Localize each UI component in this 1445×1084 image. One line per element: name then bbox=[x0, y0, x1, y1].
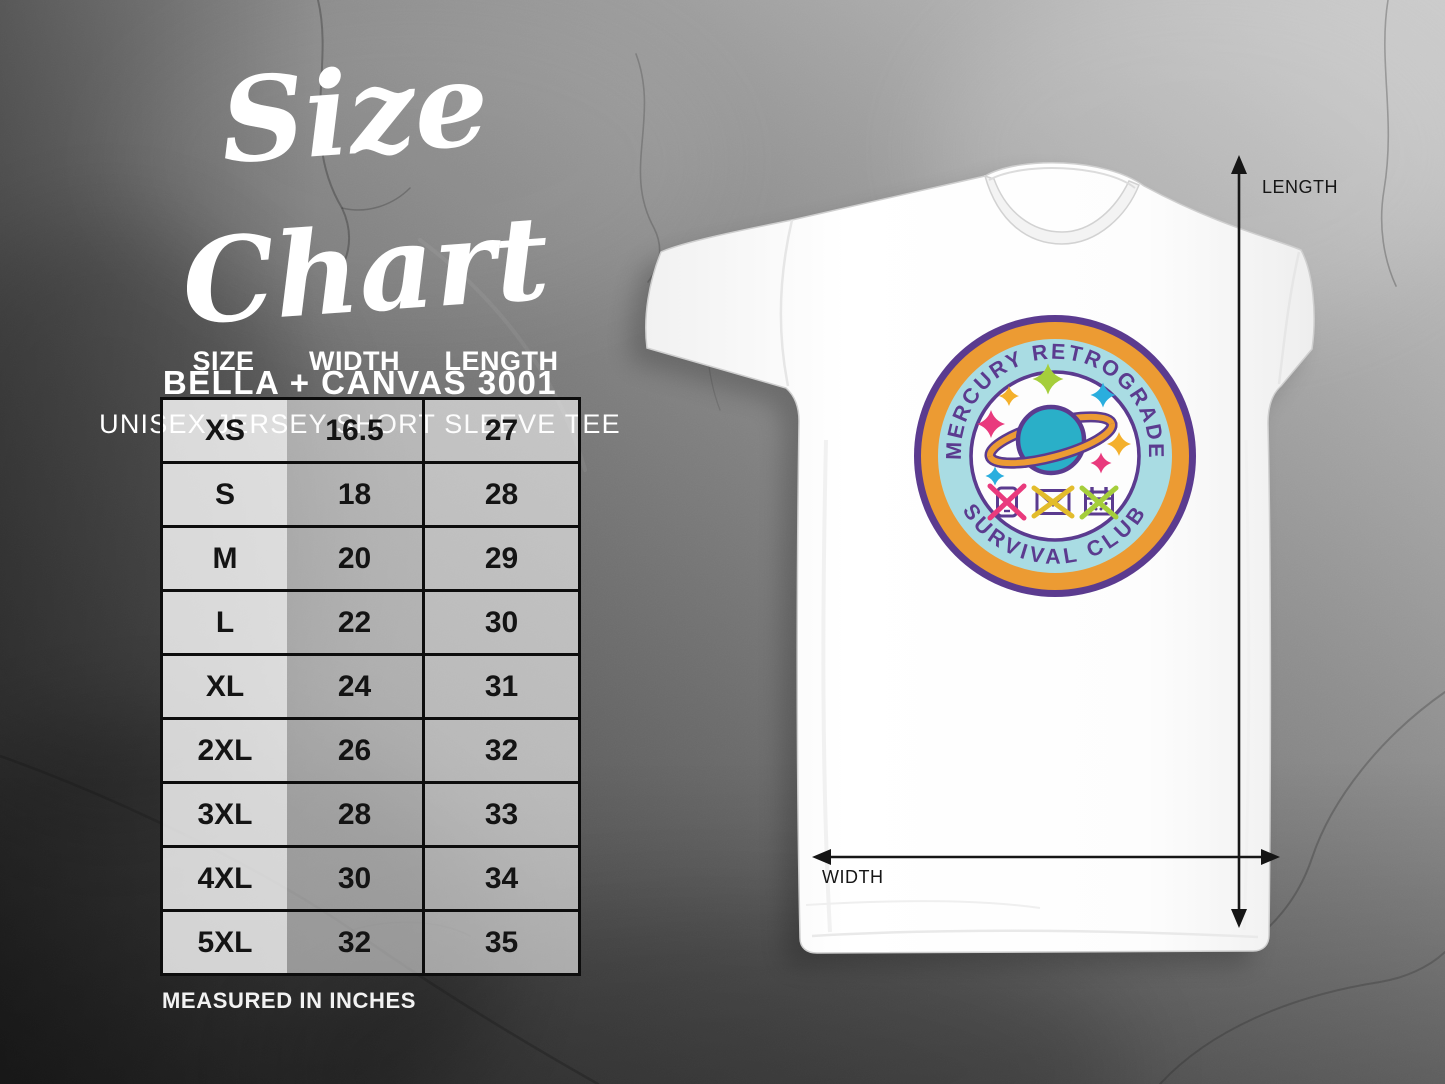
calendar-icon-crossed bbox=[1079, 485, 1119, 520]
width-cell: 32 bbox=[287, 912, 422, 973]
brand-subtitle: BELLA + CANVAS 3001 bbox=[162, 364, 558, 401]
length-label: LENGTH bbox=[1262, 177, 1338, 197]
size-cell: XS bbox=[163, 400, 287, 461]
size-cell: 3XL bbox=[163, 784, 287, 845]
table-row: 2XL 26 32 bbox=[163, 720, 578, 784]
mercury-retrograde-badge: MERCURY RETROGRADE SURVIVAL CLUB bbox=[914, 315, 1196, 597]
table-row: 4XL 30 34 bbox=[163, 848, 578, 912]
size-cell: 2XL bbox=[163, 720, 287, 781]
length-arrow bbox=[1231, 155, 1247, 928]
length-cell: 29 bbox=[422, 528, 578, 589]
width-arrow bbox=[812, 849, 1280, 865]
table-row: XS 16.5 27 bbox=[163, 400, 578, 464]
size-cell: 5XL bbox=[163, 912, 287, 973]
width-cell: 22 bbox=[287, 592, 422, 653]
brand-header: Size Chart BELLA + CANVAS 3001 UNISEX JE… bbox=[28, 34, 692, 440]
length-cell: 30 bbox=[422, 592, 578, 653]
fabric-folds bbox=[779, 219, 1301, 939]
width-cell: 20 bbox=[287, 528, 422, 589]
table-row: S 18 28 bbox=[163, 464, 578, 528]
column-header-width: WIDTH bbox=[309, 346, 400, 376]
size-cell: L bbox=[163, 592, 287, 653]
table-row: XL 24 31 bbox=[163, 656, 578, 720]
width-cell: 26 bbox=[287, 720, 422, 781]
saturn-ring-front bbox=[984, 422, 1118, 469]
x-mark bbox=[1079, 485, 1119, 520]
table-header-row: SIZE WIDTH LENGTH bbox=[160, 346, 581, 377]
width-cell: 16.5 bbox=[287, 400, 422, 461]
page-title: Size Chart bbox=[177, 36, 554, 352]
collar bbox=[983, 174, 1140, 245]
table-row: 5XL 32 35 bbox=[163, 912, 578, 973]
width-cell: 28 bbox=[287, 784, 422, 845]
length-cell: 33 bbox=[422, 784, 578, 845]
tshirt-mockup: MERCURY RETROGRADE SURVIVAL CLUB bbox=[645, 161, 1315, 954]
width-label: WIDTH bbox=[822, 867, 883, 887]
envelope-icon-crossed bbox=[1031, 485, 1075, 519]
width-cell: 24 bbox=[287, 656, 422, 717]
width-cell: 18 bbox=[287, 464, 422, 525]
x-mark bbox=[987, 483, 1027, 521]
size-cell: XL bbox=[163, 656, 287, 717]
planet-icon bbox=[984, 404, 1118, 476]
column-header-size: SIZE bbox=[192, 346, 255, 376]
length-cell: 31 bbox=[422, 656, 578, 717]
table-row: M 20 29 bbox=[163, 528, 578, 592]
x-mark bbox=[1031, 485, 1075, 519]
measured-in-inches-note: MEASURED IN INCHES bbox=[162, 988, 417, 1013]
size-cell: M bbox=[163, 528, 287, 589]
table-row: L 22 30 bbox=[163, 592, 578, 656]
length-cell: 32 bbox=[422, 720, 578, 781]
width-cell: 30 bbox=[287, 848, 422, 909]
table-row: 3XL 28 33 bbox=[163, 784, 578, 848]
size-cell: S bbox=[163, 464, 287, 525]
column-header-length: LENGTH bbox=[444, 346, 559, 376]
length-cell: 28 bbox=[422, 464, 578, 525]
size-table: XS 16.5 27 S 18 28 M 20 29 L 22 30 XL 24… bbox=[160, 397, 581, 976]
length-cell: 27 bbox=[422, 400, 578, 461]
length-cell: 35 bbox=[422, 912, 578, 973]
length-cell: 34 bbox=[422, 848, 578, 909]
phone-icon-crossed bbox=[987, 483, 1027, 521]
size-cell: 4XL bbox=[163, 848, 287, 909]
